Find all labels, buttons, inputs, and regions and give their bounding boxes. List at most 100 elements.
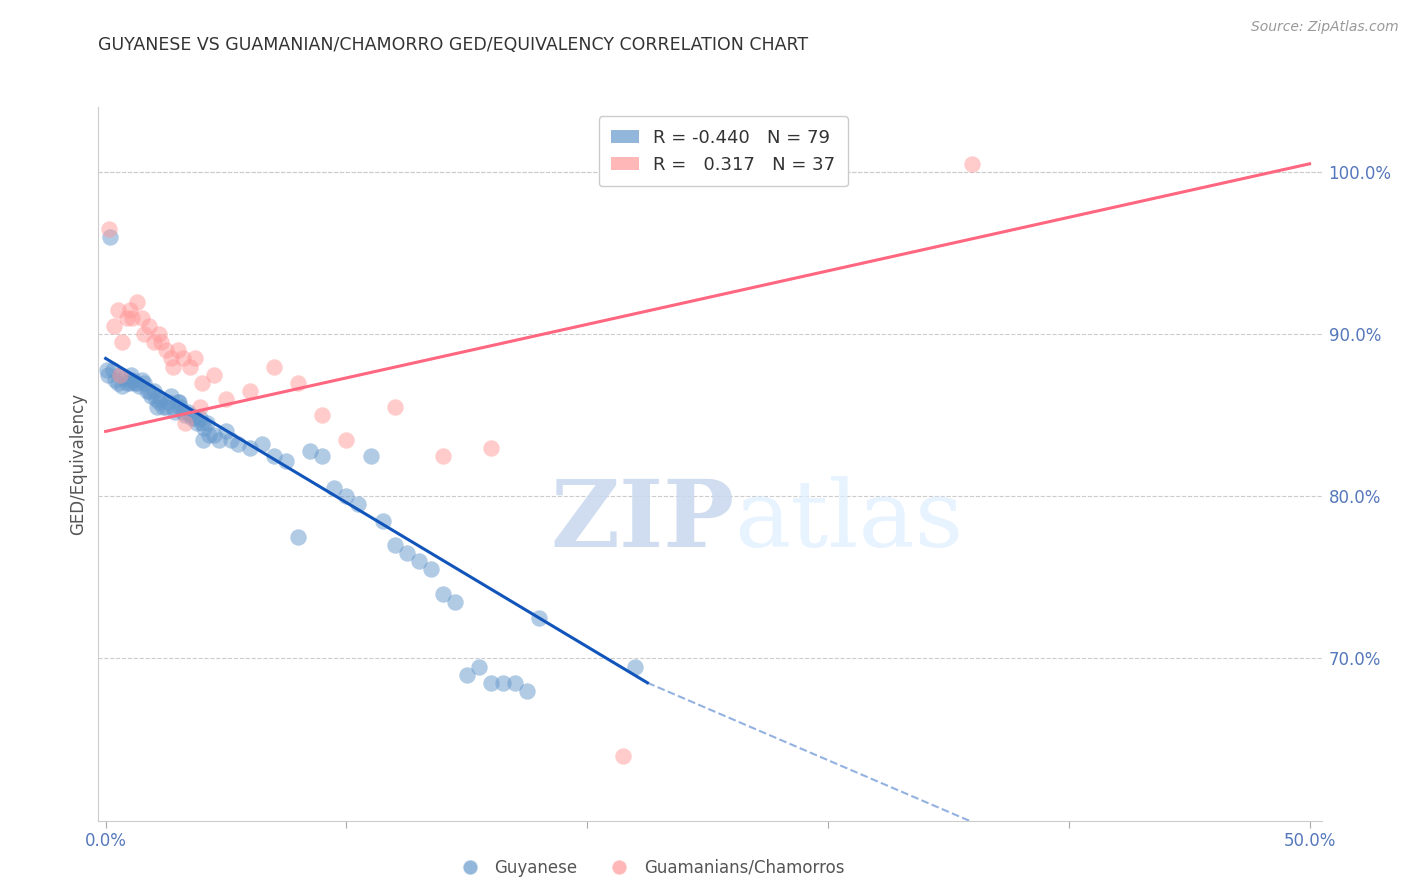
- Point: [219, 433, 242, 447]
- Point: [176, 405, 198, 419]
- Point: [287, 530, 309, 544]
- Point: [479, 675, 502, 690]
- Point: [142, 384, 165, 398]
- Point: [97, 368, 120, 382]
- Point: [384, 400, 406, 414]
- Point: [103, 318, 125, 333]
- Point: [155, 343, 177, 358]
- Point: [335, 489, 357, 503]
- Point: [503, 675, 526, 690]
- Point: [162, 359, 184, 374]
- Point: [159, 389, 181, 403]
- Point: [174, 417, 197, 431]
- Point: [250, 437, 273, 451]
- Point: [191, 417, 214, 431]
- Point: [479, 441, 502, 455]
- Point: [124, 376, 146, 390]
- Point: [172, 405, 194, 419]
- Legend: Guyanese, Guamanians/Chamorros: Guyanese, Guamanians/Chamorros: [446, 853, 852, 884]
- Text: Source: ZipAtlas.com: Source: ZipAtlas.com: [1251, 20, 1399, 34]
- Point: [150, 392, 173, 406]
- Point: [239, 441, 262, 455]
- Point: [148, 327, 170, 342]
- Point: [117, 310, 139, 325]
- Point: [612, 748, 634, 763]
- Point: [138, 318, 160, 333]
- Point: [468, 659, 491, 673]
- Point: [191, 376, 214, 390]
- Point: [131, 310, 153, 325]
- Point: [100, 229, 122, 244]
- Point: [104, 372, 127, 386]
- Point: [516, 684, 538, 698]
- Point: [107, 376, 129, 390]
- Point: [184, 411, 207, 425]
- Point: [184, 351, 207, 366]
- Point: [384, 538, 406, 552]
- Point: [96, 363, 118, 377]
- Point: [181, 411, 204, 425]
- Point: [263, 449, 285, 463]
- Point: [311, 449, 333, 463]
- Point: [202, 368, 225, 382]
- Point: [167, 343, 190, 358]
- Point: [142, 335, 165, 350]
- Text: ZIP: ZIP: [550, 476, 734, 566]
- Point: [107, 302, 129, 317]
- Point: [145, 392, 167, 406]
- Point: [226, 437, 249, 451]
- Point: [195, 417, 218, 431]
- Point: [150, 335, 173, 350]
- Point: [138, 384, 160, 398]
- Point: [239, 384, 262, 398]
- Point: [276, 453, 298, 467]
- Point: [215, 392, 238, 406]
- Point: [134, 376, 156, 390]
- Point: [118, 376, 141, 390]
- Point: [111, 335, 134, 350]
- Point: [208, 433, 231, 447]
- Point: [167, 395, 190, 409]
- Point: [135, 384, 157, 398]
- Point: [121, 372, 143, 386]
- Point: [125, 294, 148, 309]
- Point: [179, 408, 201, 422]
- Point: [527, 611, 550, 625]
- Point: [419, 562, 441, 576]
- Point: [198, 427, 221, 442]
- Point: [162, 400, 184, 414]
- Point: [443, 595, 465, 609]
- Point: [134, 327, 156, 342]
- Text: GUYANESE VS GUAMANIAN/CHAMORRO GED/EQUIVALENCY CORRELATION CHART: GUYANESE VS GUAMANIAN/CHAMORRO GED/EQUIV…: [98, 36, 808, 54]
- Point: [287, 376, 309, 390]
- Point: [120, 368, 142, 382]
- Point: [128, 379, 150, 393]
- Point: [962, 157, 984, 171]
- Point: [117, 376, 139, 390]
- Point: [432, 586, 454, 600]
- Point: [395, 546, 418, 560]
- Point: [299, 443, 322, 458]
- Point: [108, 368, 131, 382]
- Point: [188, 411, 211, 425]
- Point: [114, 371, 136, 385]
- Point: [141, 389, 163, 403]
- Point: [165, 405, 187, 419]
- Point: [186, 417, 208, 431]
- Point: [311, 408, 333, 422]
- Point: [323, 481, 346, 495]
- Point: [191, 433, 214, 447]
- Point: [335, 433, 357, 447]
- Point: [371, 514, 394, 528]
- Point: [118, 302, 141, 317]
- Point: [347, 497, 370, 511]
- Point: [263, 359, 285, 374]
- Point: [193, 421, 215, 435]
- Point: [624, 659, 647, 673]
- Point: [152, 400, 174, 414]
- Point: [188, 400, 211, 414]
- Point: [215, 425, 238, 439]
- Point: [172, 351, 194, 366]
- Point: [98, 221, 121, 235]
- Point: [111, 379, 134, 393]
